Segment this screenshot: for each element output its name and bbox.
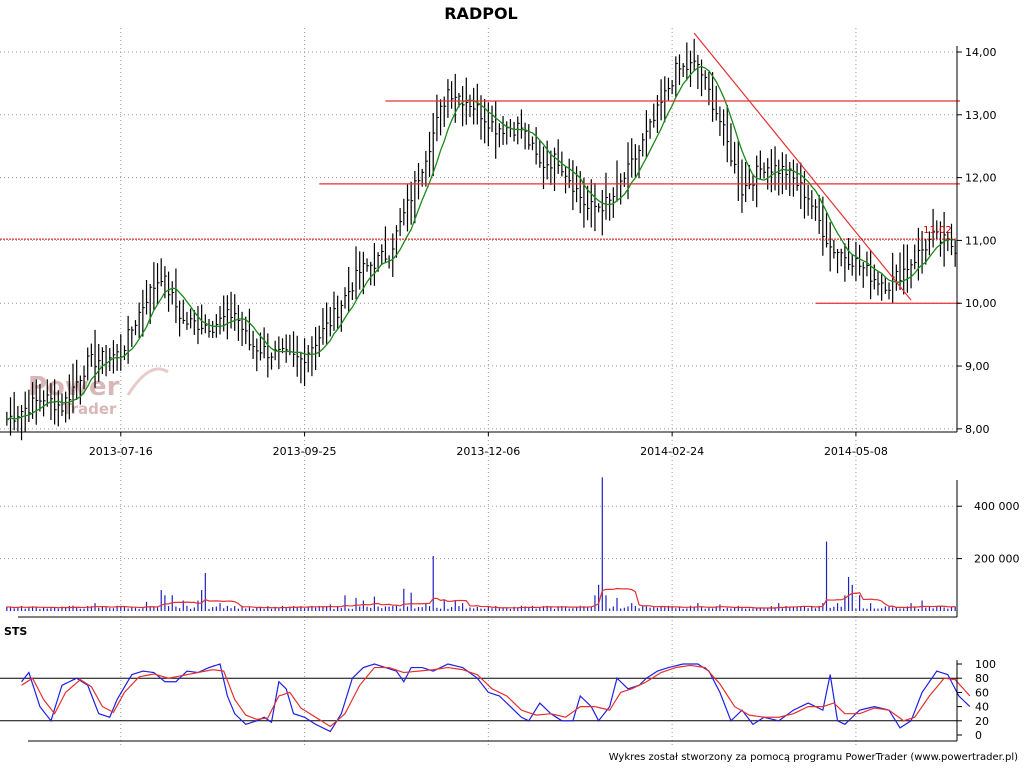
- date-tick-label: 2014-05-08: [824, 445, 888, 458]
- price-axis: 8,00 9,00 10,00 11,00 12,00 13,00 14,00 2013-07…: [0, 46, 997, 458]
- sts-tick-label: 0: [975, 729, 982, 742]
- volume-bars: [6, 477, 956, 611]
- volume-average: [6, 587, 956, 609]
- date-tick-label: 2013-12-06: [456, 445, 520, 458]
- price-tick-label: 14,00: [965, 46, 997, 59]
- sts-tick-label: 80: [975, 672, 989, 685]
- moving-average-line: [6, 65, 956, 421]
- price-tick-label: 10,00: [965, 297, 997, 310]
- price-grid: [0, 28, 957, 745]
- powertrader-watermark: Power Trader: [28, 367, 169, 418]
- volume-tick-label: 200 000: [974, 553, 1020, 566]
- date-tick-label: 2014-02-24: [640, 445, 704, 458]
- sts-tick-label: 100: [975, 658, 996, 671]
- price-tick-label: 13,00: [965, 109, 997, 122]
- price-tick-label: 8,00: [965, 423, 990, 436]
- trendlines: [0, 32, 960, 304]
- volume-grid: [0, 505, 957, 560]
- volume-average-line: [6, 587, 956, 609]
- sts-tick-label: 60: [975, 686, 989, 699]
- sts-tick-label: 20: [975, 715, 989, 728]
- sts-lines: [21, 663, 971, 733]
- date-tick-label: 2013-09-25: [273, 445, 337, 458]
- sts-tick-label: 40: [975, 701, 989, 714]
- volume-axis: 200 000 400 000: [18, 480, 1020, 618]
- last-value-label: 11,02: [923, 225, 952, 236]
- trendline: [693, 32, 912, 301]
- sts-grid: [0, 677, 957, 722]
- sts-panel-label: STS: [4, 625, 27, 638]
- watermark-swoosh-icon: [126, 367, 169, 396]
- price-tick-label: 12,00: [965, 172, 997, 185]
- sts-line-1: [21, 664, 971, 728]
- watermark-line2: Trader: [62, 400, 117, 418]
- moving-average: [6, 65, 956, 421]
- price-tick-label: 11,00: [965, 234, 997, 247]
- price-bars: [6, 38, 958, 441]
- volume-tick-label: 400 000: [974, 500, 1020, 513]
- date-tick-label: 2013-07-16: [89, 445, 153, 458]
- footer-credit: Wykres został stworzony za pomocą progra…: [609, 752, 1018, 763]
- sts-line-0: [21, 663, 971, 733]
- price-tick-label: 9,00: [965, 360, 990, 373]
- chart-title: RADPOL: [444, 4, 518, 23]
